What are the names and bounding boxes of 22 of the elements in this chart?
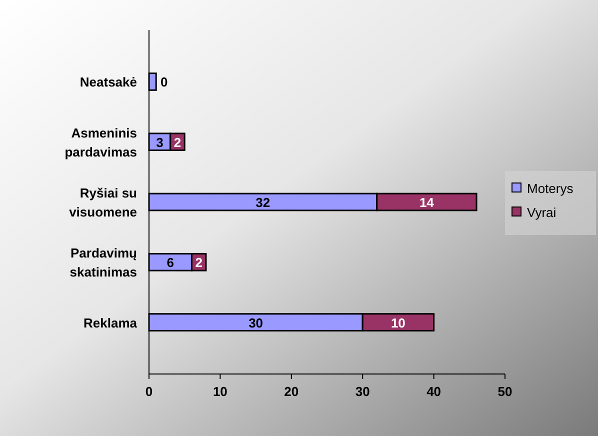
y-tick-label: Reklama bbox=[84, 315, 138, 330]
y-tick-label: Pardavimų skatinimas bbox=[70, 246, 138, 280]
x-tick-label: 40 bbox=[426, 384, 442, 399]
y-tick-label: Asmeninis pardavimas bbox=[64, 125, 137, 160]
data-label: 30 bbox=[248, 315, 264, 330]
y-tick-label: Ryšiai su visuomene bbox=[69, 186, 138, 220]
legend-label: Moterys bbox=[527, 181, 574, 196]
data-label: 2 bbox=[195, 255, 202, 270]
x-tick-label: 10 bbox=[212, 384, 228, 399]
data-label: 2 bbox=[174, 134, 182, 150]
data-label: 6 bbox=[166, 255, 174, 270]
data-label: 14 bbox=[419, 195, 435, 210]
data-label: 10 bbox=[390, 315, 406, 330]
x-tick-label: 30 bbox=[355, 384, 370, 399]
x-tick-label: 20 bbox=[284, 384, 299, 399]
data-label: 0 bbox=[160, 74, 168, 90]
data-label: 3 bbox=[156, 134, 164, 150]
x-tick-label: 50 bbox=[498, 384, 512, 399]
data-label: 32 bbox=[256, 195, 270, 210]
legend-label: Vyrai bbox=[527, 205, 556, 220]
x-tick-label: 0 bbox=[145, 384, 153, 399]
y-tick-label: Neatsakė bbox=[80, 74, 137, 90]
